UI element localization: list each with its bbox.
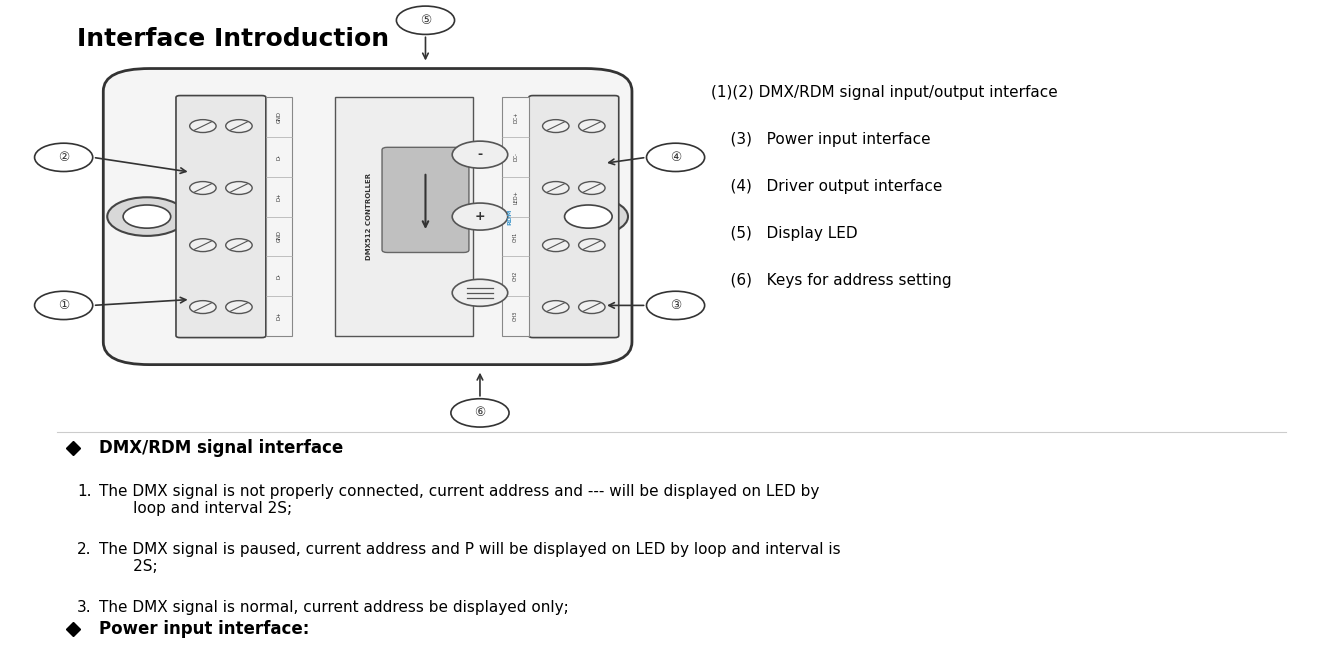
Text: The DMX signal is normal, current address be displayed only;: The DMX signal is normal, current addres… bbox=[100, 600, 569, 615]
Text: -: - bbox=[477, 148, 483, 161]
Text: The DMX signal is not properly connected, current address and --- will be displa: The DMX signal is not properly connected… bbox=[100, 484, 819, 516]
FancyBboxPatch shape bbox=[382, 147, 469, 252]
Text: DMX/RDM signal interface: DMX/RDM signal interface bbox=[100, 439, 343, 457]
Circle shape bbox=[579, 181, 605, 194]
Circle shape bbox=[226, 119, 253, 132]
Text: LED+: LED+ bbox=[513, 190, 519, 203]
Text: ①: ① bbox=[59, 299, 69, 312]
Text: (5)   Display LED: (5) Display LED bbox=[712, 226, 858, 241]
Circle shape bbox=[108, 198, 186, 236]
Text: 1.: 1. bbox=[77, 484, 92, 499]
Text: (3)   Power input interface: (3) Power input interface bbox=[712, 132, 931, 147]
Text: CH1: CH1 bbox=[513, 231, 519, 241]
Text: ③: ③ bbox=[670, 299, 681, 312]
Text: D+: D+ bbox=[277, 192, 282, 201]
Text: +: + bbox=[475, 210, 485, 223]
FancyBboxPatch shape bbox=[529, 96, 618, 338]
FancyBboxPatch shape bbox=[266, 98, 293, 336]
Circle shape bbox=[226, 181, 253, 194]
Circle shape bbox=[124, 205, 170, 228]
Circle shape bbox=[579, 119, 605, 132]
Text: RDM: RDM bbox=[508, 209, 513, 225]
Circle shape bbox=[226, 239, 253, 252]
Circle shape bbox=[452, 141, 508, 168]
Circle shape bbox=[564, 205, 612, 228]
Text: D-: D- bbox=[277, 273, 282, 279]
Circle shape bbox=[579, 301, 605, 314]
Text: D-: D- bbox=[277, 154, 282, 160]
FancyBboxPatch shape bbox=[104, 68, 632, 364]
Circle shape bbox=[543, 119, 569, 132]
Text: CH2: CH2 bbox=[513, 271, 519, 281]
FancyBboxPatch shape bbox=[503, 98, 529, 336]
Circle shape bbox=[451, 399, 509, 427]
Circle shape bbox=[549, 198, 628, 236]
Circle shape bbox=[190, 119, 215, 132]
Circle shape bbox=[35, 143, 93, 171]
Circle shape bbox=[35, 291, 93, 319]
FancyBboxPatch shape bbox=[335, 98, 473, 336]
Text: ②: ② bbox=[59, 151, 69, 164]
Text: Power input interface:: Power input interface: bbox=[100, 619, 310, 638]
Text: The DMX signal is paused, current address and P will be displayed on LED by loop: The DMX signal is paused, current addres… bbox=[100, 542, 841, 574]
Circle shape bbox=[543, 239, 569, 252]
FancyBboxPatch shape bbox=[176, 96, 266, 338]
Circle shape bbox=[452, 203, 508, 230]
Text: 2.: 2. bbox=[77, 542, 92, 557]
Circle shape bbox=[543, 301, 569, 314]
Text: CH3: CH3 bbox=[513, 311, 519, 321]
Circle shape bbox=[452, 279, 508, 306]
Circle shape bbox=[579, 239, 605, 252]
Circle shape bbox=[646, 291, 705, 319]
Text: Interface Introduction: Interface Introduction bbox=[77, 27, 388, 51]
Circle shape bbox=[396, 6, 455, 35]
Text: ⑥: ⑥ bbox=[475, 406, 485, 419]
Text: GND: GND bbox=[277, 111, 282, 123]
Circle shape bbox=[190, 239, 215, 252]
Text: GND: GND bbox=[277, 231, 282, 243]
Text: (1)(2) DMX/RDM signal input/output interface: (1)(2) DMX/RDM signal input/output inter… bbox=[712, 85, 1057, 100]
Text: D+: D+ bbox=[277, 312, 282, 320]
Text: (6)   Keys for address setting: (6) Keys for address setting bbox=[712, 273, 952, 288]
Text: DC+: DC+ bbox=[513, 111, 519, 123]
Circle shape bbox=[226, 301, 253, 314]
Text: ④: ④ bbox=[670, 151, 681, 164]
Text: (4)   Driver output interface: (4) Driver output interface bbox=[712, 179, 943, 194]
Circle shape bbox=[646, 143, 705, 171]
Text: DMX512 CONTROLLER: DMX512 CONTROLLER bbox=[366, 173, 372, 260]
Circle shape bbox=[190, 301, 215, 314]
Text: DC-: DC- bbox=[513, 153, 519, 162]
Circle shape bbox=[543, 181, 569, 194]
Text: 3.: 3. bbox=[77, 600, 92, 615]
Text: ⑤: ⑤ bbox=[420, 14, 431, 27]
Circle shape bbox=[190, 181, 215, 194]
